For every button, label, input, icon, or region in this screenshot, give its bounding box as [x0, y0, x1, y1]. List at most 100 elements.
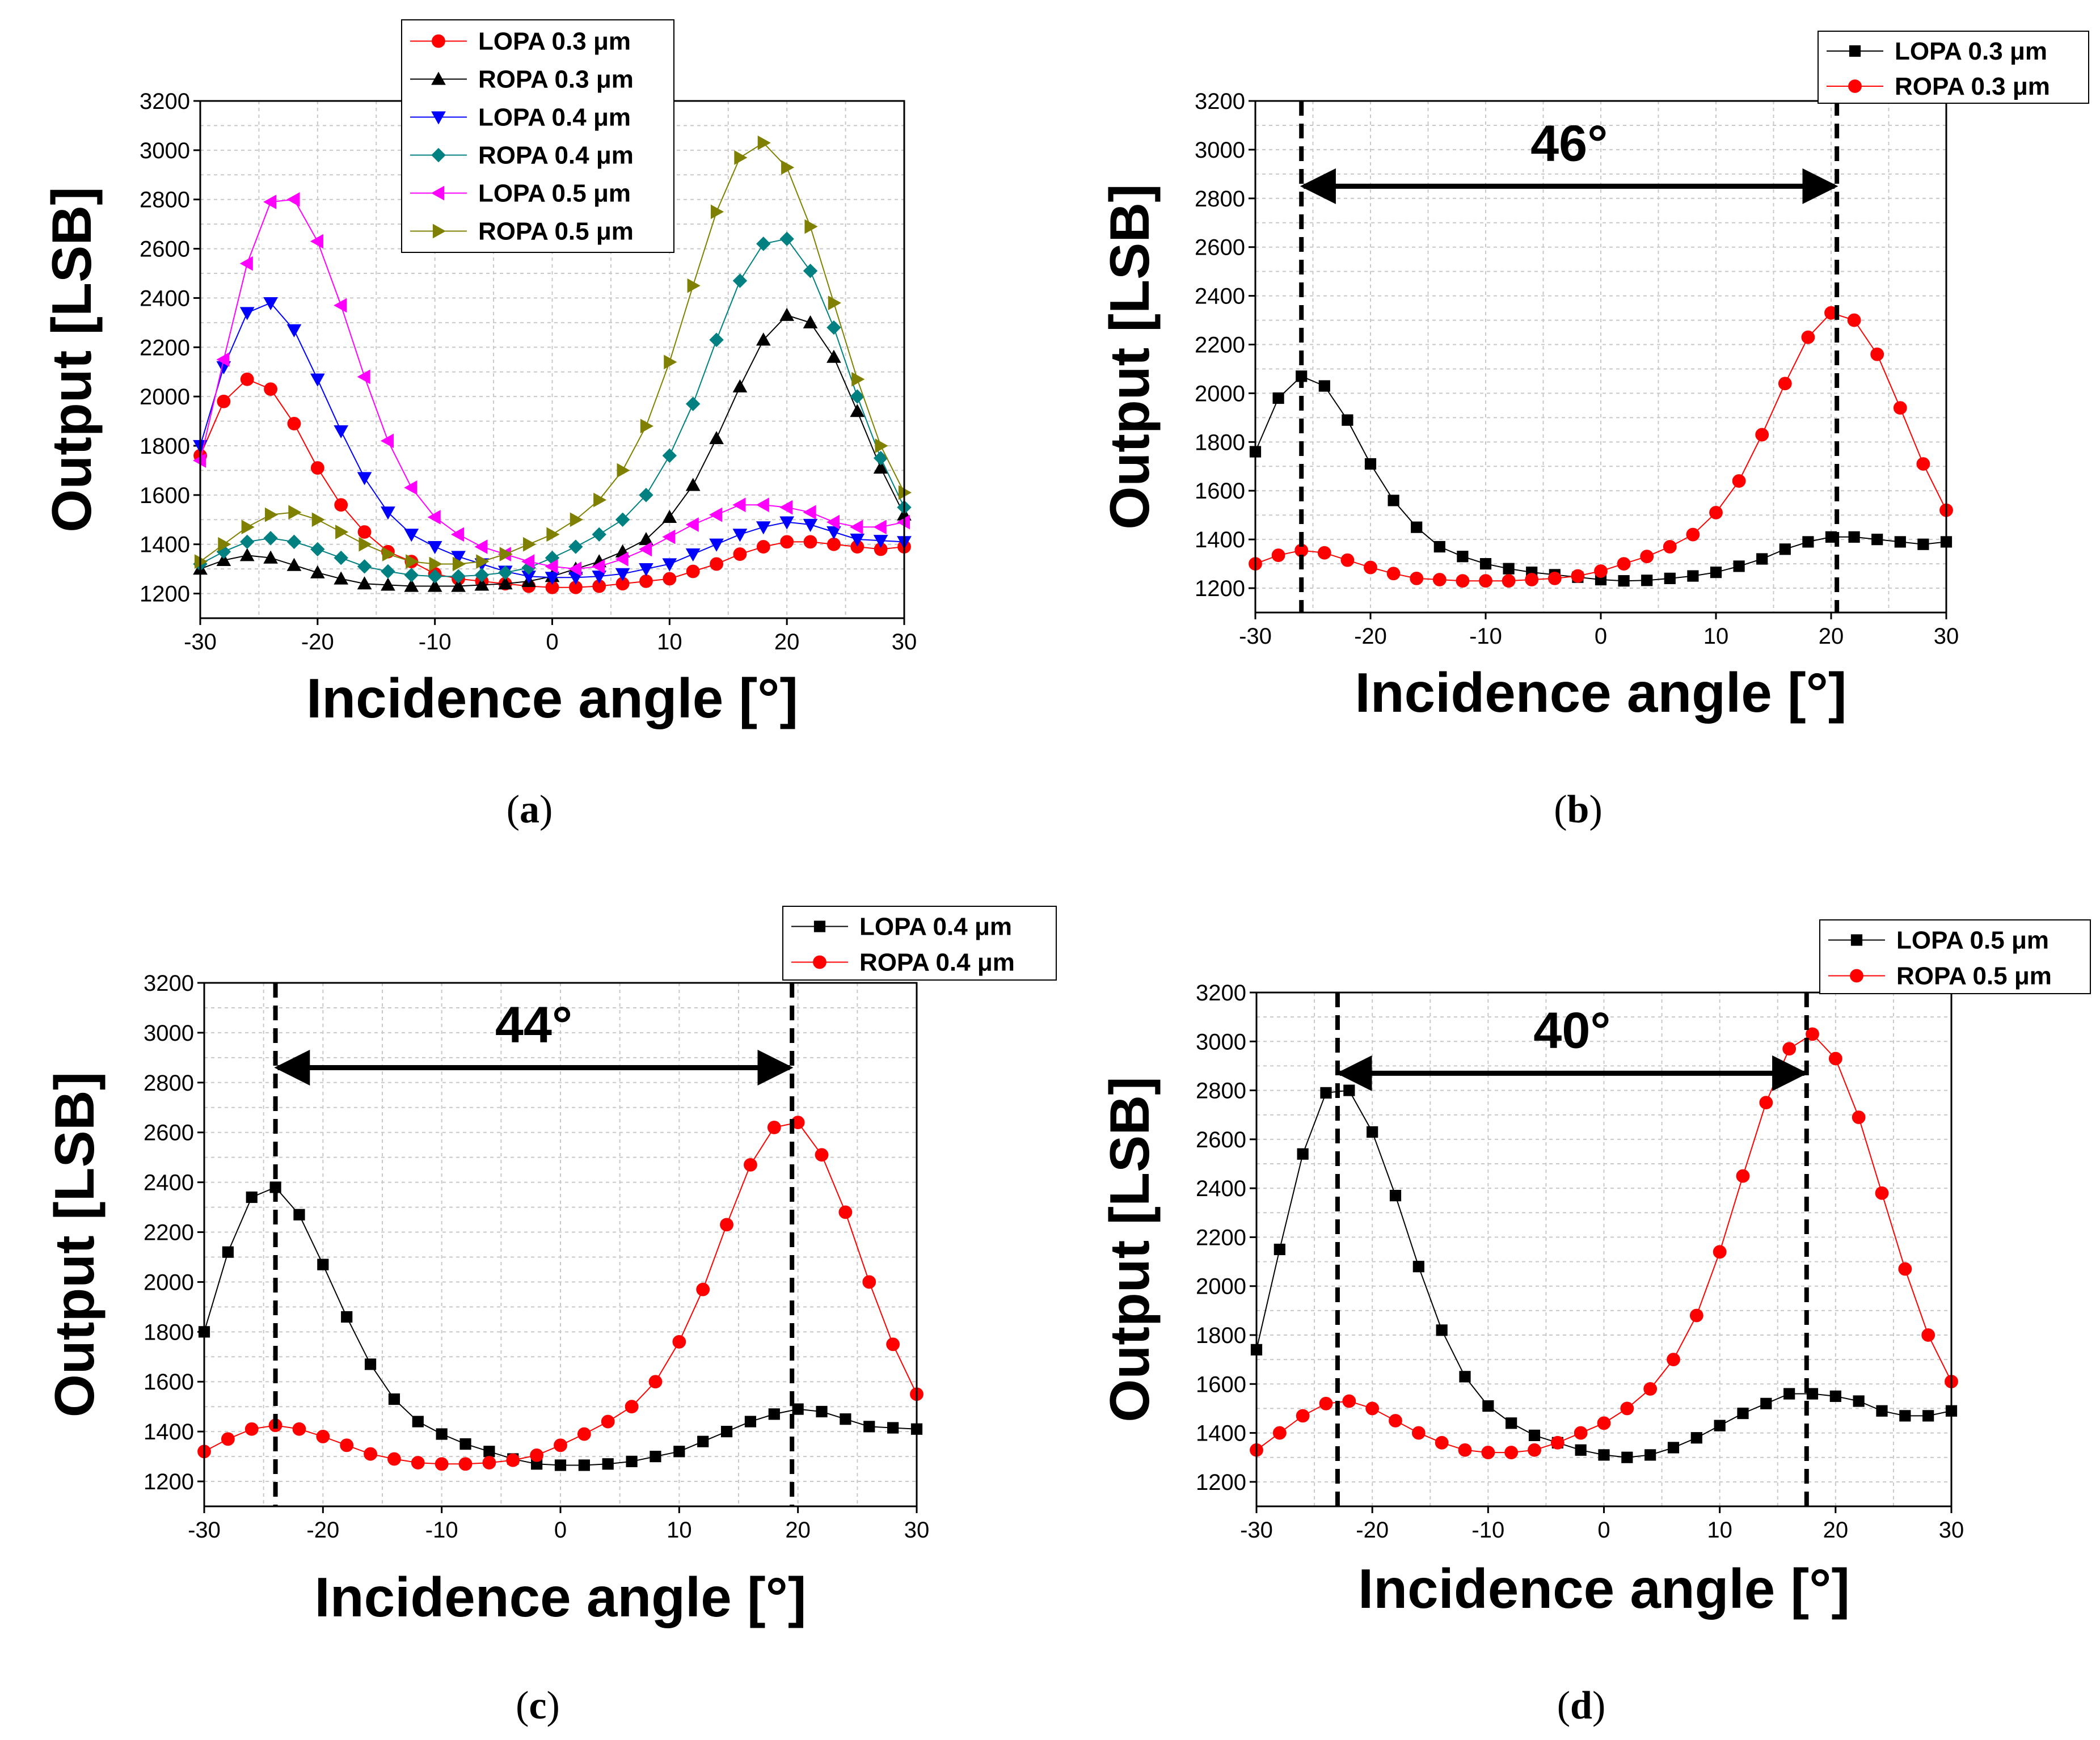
data-point: [779, 231, 794, 246]
data-point: [288, 505, 302, 520]
data-point: [768, 1408, 780, 1420]
series-LOPA-0.5-m: [192, 192, 910, 576]
data-point: [1828, 1051, 1842, 1066]
data-point: [578, 1459, 590, 1471]
data-point: [310, 373, 325, 387]
data-point: [1364, 458, 1377, 470]
data-point: [1689, 1308, 1703, 1323]
x-tick-label: -10: [425, 1518, 458, 1543]
data-point: [639, 563, 653, 577]
y-tick-label: 3000: [1195, 138, 1245, 163]
data-point: [334, 571, 349, 585]
data-point: [334, 498, 348, 512]
data-point: [364, 1358, 377, 1370]
data-point: [828, 295, 841, 310]
data-point: [1713, 1245, 1727, 1259]
y-tick-label: 2800: [1195, 187, 1245, 212]
data-point: [451, 527, 465, 542]
data-point: [648, 1375, 663, 1389]
data-point: [1709, 505, 1723, 520]
data-point: [826, 514, 840, 530]
data-point: [554, 1438, 567, 1452]
data-point: [1664, 572, 1676, 584]
y-tick-label: 1800: [1196, 1323, 1246, 1348]
data-point: [292, 1422, 306, 1436]
data-point: [217, 394, 231, 408]
data-point: [1506, 1417, 1517, 1429]
data-point: [1641, 575, 1653, 586]
data-point: [341, 1311, 353, 1323]
y-tick-label: 3200: [1196, 981, 1246, 1006]
data-point: [779, 516, 795, 530]
data-point: [1756, 553, 1768, 565]
data-point: [744, 1416, 757, 1428]
series-ROPA-0.5-m: [194, 135, 912, 572]
data-point: [638, 542, 652, 557]
data-point: [570, 512, 583, 527]
data-point: [1458, 1443, 1472, 1457]
x-tick-label: -10: [1469, 624, 1502, 649]
y-tick-label: 1400: [1195, 527, 1245, 552]
data-point: [1686, 527, 1700, 542]
data-point: [545, 572, 560, 585]
x-tick-label: 30: [1939, 1518, 1964, 1543]
data-point: [334, 298, 347, 313]
caption-open: (: [516, 1684, 529, 1728]
angle-annotation: 40°: [1335, 993, 1809, 1506]
data-point: [427, 510, 441, 525]
data-point: [340, 1438, 354, 1452]
series-ROPA-0.3-m: [1249, 306, 1953, 588]
data-point: [404, 529, 419, 542]
data-point: [1528, 1443, 1541, 1457]
data-point: [709, 332, 724, 347]
caption-letter: c: [529, 1684, 546, 1728]
data-point: [263, 550, 278, 564]
data-point: [1736, 1169, 1750, 1183]
data-point: [436, 1428, 448, 1440]
data-point: [1687, 570, 1699, 582]
data-point: [803, 315, 818, 328]
data-point: [240, 534, 255, 550]
y-tick-label: 2400: [140, 286, 190, 311]
data-point: [592, 527, 606, 542]
data-point: [523, 537, 537, 552]
data-point: [554, 1459, 567, 1471]
data-point: [757, 135, 771, 150]
caption-open: (: [1557, 1684, 1570, 1728]
data-point: [1504, 1446, 1519, 1459]
data-point: [1410, 571, 1424, 585]
data-point: [222, 1246, 234, 1258]
data-point: [357, 559, 372, 574]
data-point: [381, 577, 395, 591]
data-point: [1737, 1407, 1749, 1420]
legend-label: LOPA 0.5 μm: [1896, 927, 2049, 955]
data-point: [293, 1209, 305, 1220]
legend-item: ROPA 0.5 μm: [410, 218, 634, 246]
x-tick-label: -20: [301, 630, 334, 654]
data-point: [840, 1413, 851, 1425]
data-point: [1733, 560, 1745, 572]
data-point: [474, 568, 490, 582]
data-point: [476, 554, 490, 569]
data-point: [483, 1446, 495, 1458]
data-point: [1620, 1401, 1634, 1416]
legend-marker: [813, 955, 826, 969]
data-point: [412, 1416, 424, 1428]
y-tick-label: 2600: [140, 237, 190, 262]
y-tick-label: 2200: [140, 335, 190, 360]
series-ROPA-0.3-m: [193, 307, 912, 592]
data-point: [672, 1335, 686, 1349]
data-point: [1871, 534, 1883, 546]
data-point: [530, 1448, 544, 1462]
y-axis-label: Output [LSB]: [43, 1072, 106, 1418]
annotation-label: 44°: [495, 996, 572, 1053]
legend-label: ROPA 0.5 μm: [478, 218, 634, 246]
legend-label: LOPA 0.4 μm: [478, 104, 631, 132]
data-point: [1853, 1395, 1865, 1407]
legend-marker: [813, 920, 826, 932]
legend-item: LOPA 0.4 μm: [410, 104, 631, 132]
data-point: [1801, 330, 1815, 344]
x-tick-label: 0: [546, 630, 558, 654]
y-tick-label: 2600: [1195, 235, 1245, 260]
data-point: [1779, 543, 1791, 555]
